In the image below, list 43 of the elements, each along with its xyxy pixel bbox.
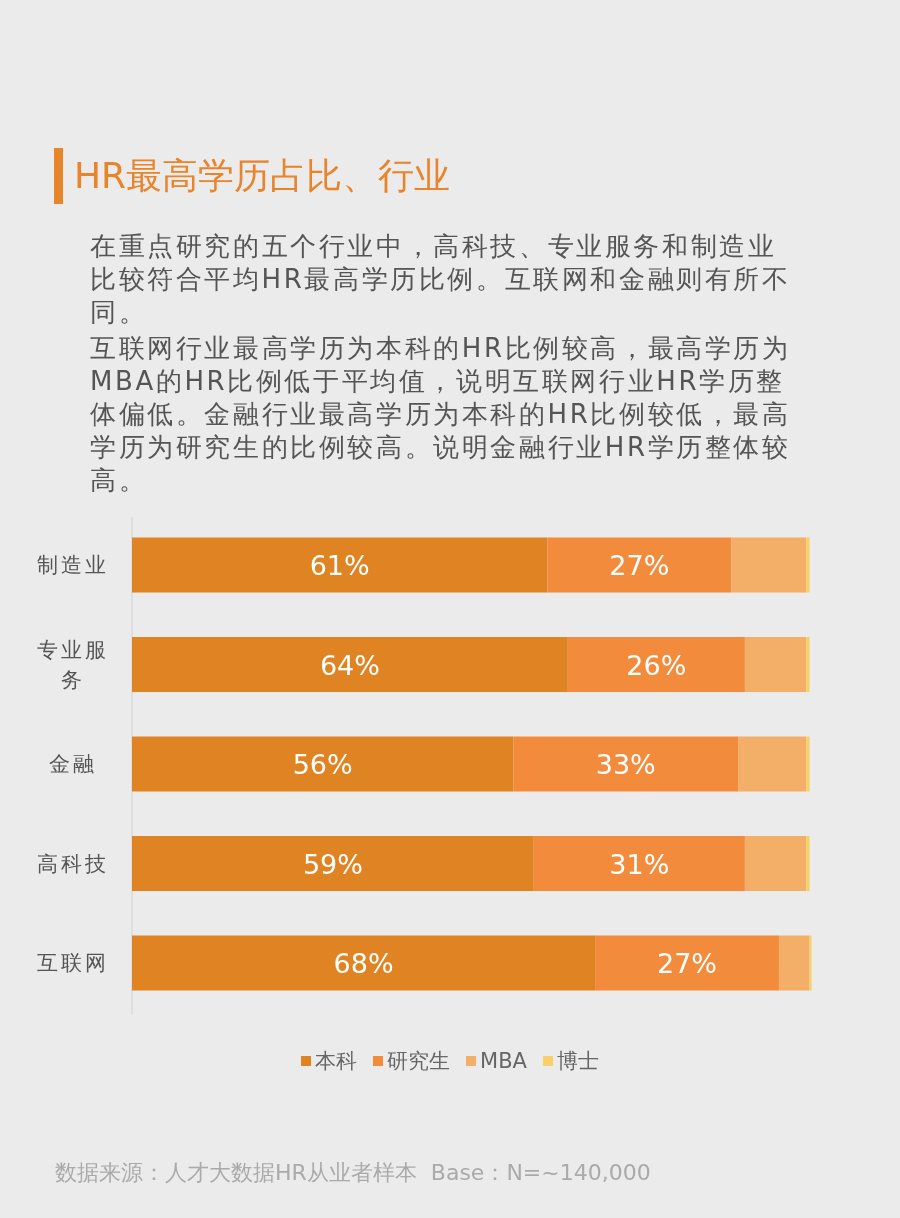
legend-label: 博士 <box>556 1049 599 1073</box>
data-label: 27% <box>609 550 670 581</box>
y-tick-label: 互联网 <box>36 950 110 977</box>
bar <box>132 637 568 692</box>
data-label: 56% <box>292 749 353 780</box>
chart-subtitle: 在重点研究的五个行业中，高科技、专业服务和制造业比较符合平均HR最高学历比例。互联网和金融则有所不同。 <box>90 230 792 329</box>
y-tick-label: 金融 <box>48 751 98 778</box>
y-tick-label: 制造业 <box>36 552 110 579</box>
bar <box>132 935 596 991</box>
data-label: 59% <box>302 848 363 880</box>
text: 互联网行业最高学历为本科的HR比例较高，最高学历为MBA的HR比例低于平均值，说明互联网行业HR学历整体偏低。金融行业最高学历为本科的HR比例较低，最高学历为研究生的比例较高。说明金融行业HR学历整体较高。 <box>90 332 792 497</box>
bar <box>132 537 548 593</box>
bar <box>533 836 745 891</box>
y-tick-label: 专业服务 <box>36 636 110 694</box>
bar <box>806 736 810 792</box>
bar <box>738 736 807 792</box>
data-label: 27% <box>657 948 718 979</box>
bar <box>806 537 810 593</box>
bar <box>567 637 745 692</box>
data-label: 26% <box>626 649 687 681</box>
bar <box>132 736 514 792</box>
bar <box>778 935 810 991</box>
source-note: 数据来源：人才大数据HR从业者样本 Base：N=~140,000 <box>55 1159 651 1187</box>
bar <box>595 935 779 991</box>
data-label: 61% <box>309 550 370 581</box>
bar <box>744 637 807 692</box>
bar <box>513 736 739 792</box>
legend-label: 本科 <box>315 1049 358 1073</box>
legend-label: MBA <box>480 1049 527 1073</box>
chart-title: HR最高学历占比、行业 <box>74 154 451 198</box>
data-label: 33% <box>595 749 656 780</box>
y-tick-label: 高科技 <box>36 850 110 878</box>
data-label: 64% <box>319 649 380 681</box>
bar <box>809 935 812 991</box>
bar <box>806 836 810 891</box>
data-label: 68% <box>333 948 394 979</box>
legend-label: 研究生 <box>387 1049 451 1073</box>
data-label: 31% <box>609 848 670 880</box>
bar <box>132 836 534 891</box>
bar <box>731 537 807 593</box>
bar <box>744 836 807 891</box>
bar <box>547 537 732 593</box>
bar <box>806 637 810 692</box>
